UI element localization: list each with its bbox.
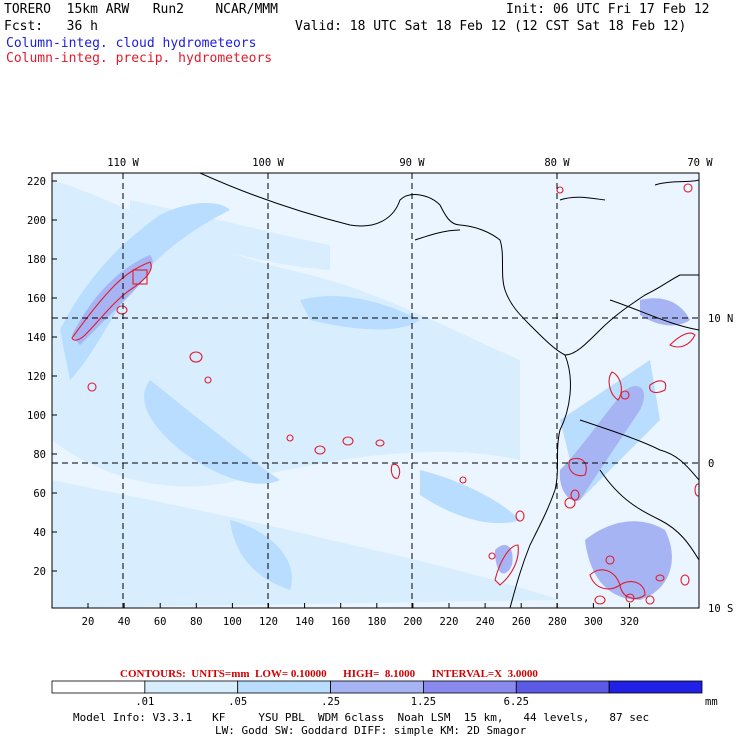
bottom-tick-label: 140 (295, 616, 314, 628)
colorbar: .01 .05 .25 1.25 6.25 (51, 680, 703, 708)
colorbar-segment (330, 680, 424, 694)
left-tick-label: 100 (27, 410, 46, 422)
bottom-tick-label: 20 (82, 616, 95, 628)
colorbar-label: 6.25 (504, 696, 529, 708)
lat-label-0: 0 (708, 458, 714, 470)
colorbar-segment (237, 680, 331, 694)
bottom-tick-label: 160 (331, 616, 350, 628)
bottom-axis-labels: 20 40 60 80 100 120 140 160 180 200 220 240 260 280 30… (82, 616, 639, 628)
precip-field-label: Column-integ. precip. hydrometeors (6, 51, 273, 66)
colorbar-segment (608, 680, 703, 694)
left-tick-label: 180 (27, 254, 46, 266)
lon-label-110w: 110 W (107, 157, 139, 169)
cloud-field-label: Column-integ. cloud hydrometeors (6, 36, 257, 51)
forecast-hour: Fcst: 36 h (4, 19, 98, 34)
colorbar-label: .05 (228, 696, 247, 708)
lon-label-100w: 100 W (252, 157, 284, 169)
colorbar-label: .01 (135, 696, 154, 708)
precip-contours (71, 183, 699, 605)
bottom-tick-label: 80 (190, 616, 203, 628)
colorbar-segment (144, 680, 239, 694)
lat-label-10s: 10 S (708, 603, 733, 615)
bottom-tick-label: 120 (259, 616, 278, 628)
left-tick-label: 40 (33, 527, 46, 539)
bottom-tick-label: 300 (584, 616, 603, 628)
tick-marks (52, 180, 630, 608)
left-tick-label: 160 (27, 293, 46, 305)
init-time: Init: 06 UTC Fri 17 Feb 12 (506, 2, 710, 17)
lon-label-70w: 70 W (687, 157, 713, 169)
model-physics: LW: Godd SW: Goddard DIFF: simple KM: 2D… (215, 724, 527, 737)
contours-info: CONTOURS: UNITS=mm LOW= 0.10000 HIGH= 8.… (120, 668, 538, 680)
lon-label-90w: 90 W (399, 157, 425, 169)
bottom-tick-label: 260 (512, 616, 531, 628)
bottom-tick-label: 180 (367, 616, 386, 628)
left-tick-label: 140 (27, 332, 46, 344)
map-frame (51, 172, 700, 609)
lat-label-10n: 10 N (708, 313, 733, 325)
bottom-tick-label: 220 (440, 616, 459, 628)
bottom-tick-label: 240 (476, 616, 495, 628)
left-axis-labels: 220 200 180 160 140 120 100 80 60 40 20 (27, 176, 46, 578)
map-area (52, 173, 699, 608)
bottom-tick-label: 200 (403, 616, 422, 628)
left-tick-label: 200 (27, 215, 46, 227)
valid-time: Valid: 18 UTC Sat 18 Feb 12 (12 CST Sat … (295, 19, 687, 34)
coastlines (199, 173, 699, 608)
bottom-tick-label: 280 (548, 616, 567, 628)
precip-box (132, 269, 148, 285)
bottom-tick-label: 60 (154, 616, 167, 628)
lon-label-80w: 80 W (544, 157, 570, 169)
colorbar-label: .25 (321, 696, 340, 708)
model-title: TORERO 15km ARW Run2 NCAR/MMM (4, 2, 278, 17)
colorbar-segment (51, 680, 146, 694)
colorbar-label: 1.25 (411, 696, 436, 708)
bottom-tick-label: 100 (223, 616, 242, 628)
left-tick-label: 80 (33, 449, 46, 461)
left-tick-label: 20 (33, 566, 46, 578)
bottom-tick-label: 320 (620, 616, 639, 628)
graticule (52, 173, 699, 608)
colorbar-segment (423, 680, 517, 694)
left-tick-label: 120 (27, 371, 46, 383)
model-info: Model Info: V3.3.1 KF YSU PBL WDM 6class… (73, 711, 650, 724)
colorbar-segment (515, 680, 610, 694)
bottom-tick-label: 40 (118, 616, 131, 628)
colorbar-unit: mm (705, 696, 718, 708)
left-tick-label: 60 (33, 488, 46, 500)
cloud-dark-shading (72, 255, 690, 600)
left-tick-label: 220 (27, 176, 46, 188)
